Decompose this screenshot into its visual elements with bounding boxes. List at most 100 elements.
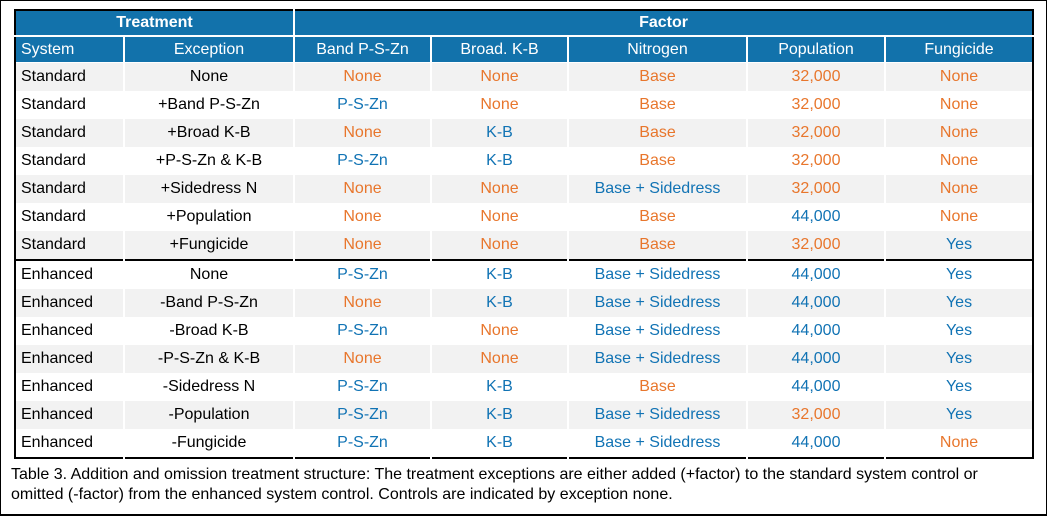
cell-exception: -Population — [123, 401, 294, 429]
col-header-band-p-s-zn: Band P-S-Zn — [293, 36, 431, 63]
column-header-row: System Exception Band P-S-Zn Broad. K-B … — [15, 36, 1034, 63]
cell-broad-k-b: K-B — [430, 119, 568, 147]
table-row: Standard +Fungicide None None Base 32,000 Yes — [15, 231, 1034, 260]
col-header-population: Population — [746, 36, 885, 63]
cell-band-p-s-zn: P-S-Zn — [293, 401, 431, 429]
cell-population: 44,000 — [746, 317, 885, 345]
table-row: Standard +Broad K-B None K-B Base 32,000 None — [15, 119, 1034, 147]
table-row: Enhanced -P-S-Zn & K-B None None Base + Side… — [15, 345, 1034, 373]
cell-band-p-s-zn: P-S-Zn — [293, 147, 431, 175]
cell-population: 44,000 — [746, 289, 885, 317]
group-header-row: Treatment Factor — [15, 10, 1034, 37]
cell-fungicide: None — [883, 62, 1034, 91]
cell-nitrogen: Base + Sidedress — [567, 401, 747, 429]
table-caption: Table 3. Addition and omission treatment… — [11, 466, 978, 503]
cell-nitrogen: Base + Sidedress — [567, 345, 747, 373]
cell-band-p-s-zn: P-S-Zn — [293, 317, 431, 345]
cell-fungicide: Yes — [883, 317, 1034, 345]
cell-broad-k-b: None — [430, 317, 568, 345]
cell-band-p-s-zn: None — [293, 203, 431, 231]
cell-system: Standard — [15, 119, 124, 147]
cell-population: 32,000 — [746, 91, 885, 119]
table-row: Enhanced -Broad K-B P-S-Zn None Base + Sided… — [15, 317, 1034, 345]
cell-broad-k-b: K-B — [430, 401, 568, 429]
table-row: Enhanced -Sidedress N P-S-Zn K-B Base 44,000 Y… — [15, 373, 1034, 401]
col-header-broad-k-b: Broad. K-B — [430, 36, 568, 63]
table-row: Standard +Band P-S-Zn P-S-Zn None Base 32,000… — [15, 91, 1034, 119]
cell-broad-k-b: None — [430, 345, 568, 373]
table-row: Enhanced -Fungicide P-S-Zn K-B Base + Sidedr… — [15, 429, 1034, 458]
cell-fungicide: None — [883, 147, 1034, 175]
cell-system: Standard — [15, 175, 124, 203]
cell-band-p-s-zn: None — [293, 345, 431, 373]
cell-exception: +Sidedress N — [123, 175, 294, 203]
cell-exception: -Broad K-B — [123, 317, 294, 345]
cell-broad-k-b: None — [430, 175, 568, 203]
cell-system: Enhanced — [15, 317, 124, 345]
cell-system: Standard — [15, 147, 124, 175]
cell-broad-k-b: None — [430, 62, 568, 91]
cell-broad-k-b: None — [430, 91, 568, 119]
table-row: Standard +P-S-Zn & K-B P-S-Zn K-B Base 32,000… — [15, 147, 1034, 175]
cell-band-p-s-zn: P-S-Zn — [293, 429, 431, 458]
cell-exception: None — [123, 62, 294, 91]
table-row: Enhanced -Band P-S-Zn None K-B Base + Sidedr… — [15, 289, 1034, 317]
cell-nitrogen: Base — [567, 91, 747, 119]
col-header-nitrogen: Nitrogen — [567, 36, 747, 63]
treatment-table: Treatment Factor System Exception Band P… — [14, 9, 1035, 459]
cell-system: Enhanced — [15, 401, 124, 429]
cell-band-p-s-zn: None — [293, 62, 431, 91]
cell-broad-k-b: K-B — [430, 259, 568, 289]
cell-exception: -Sidedress N — [123, 373, 294, 401]
cell-band-p-s-zn: P-S-Zn — [293, 373, 431, 401]
cell-fungicide: Yes — [883, 289, 1034, 317]
col-header-system: System — [15, 36, 124, 63]
cell-exception: -Band P-S-Zn — [123, 289, 294, 317]
cell-system: Standard — [15, 203, 124, 231]
cell-broad-k-b: None — [430, 203, 568, 231]
cell-exception: -P-S-Zn & K-B — [123, 345, 294, 373]
table-body: Standard None None None Base 32,000 None Standa… — [15, 62, 1034, 458]
cell-fungicide: None — [883, 429, 1034, 458]
cell-system: Enhanced — [15, 259, 124, 289]
cell-system: Standard — [15, 62, 124, 91]
cell-band-p-s-zn: None — [293, 289, 431, 317]
cell-broad-k-b: K-B — [430, 373, 568, 401]
group-header-treatment: Treatment — [15, 10, 294, 37]
cell-system: Enhanced — [15, 429, 124, 458]
cell-exception: +Population — [123, 203, 294, 231]
col-header-fungicide: Fungicide — [883, 36, 1034, 63]
cell-fungicide: Yes — [883, 231, 1034, 260]
table-row: Standard +Sidedress N None None Base + Sided… — [15, 175, 1034, 203]
cell-exception: +Fungicide — [123, 231, 294, 260]
cell-nitrogen: Base — [567, 147, 747, 175]
cell-nitrogen: Base + Sidedress — [567, 317, 747, 345]
cell-band-p-s-zn: P-S-Zn — [293, 259, 431, 289]
cell-nitrogen: Base — [567, 203, 747, 231]
cell-population: 32,000 — [746, 119, 885, 147]
cell-population: 44,000 — [746, 429, 885, 458]
cell-broad-k-b: K-B — [430, 147, 568, 175]
cell-band-p-s-zn: P-S-Zn — [293, 91, 431, 119]
cell-fungicide: None — [883, 175, 1034, 203]
cell-nitrogen: Base + Sidedress — [567, 175, 747, 203]
cell-system: Standard — [15, 91, 124, 119]
table-row: Standard None None None Base 32,000 None — [15, 62, 1034, 91]
cell-nitrogen: Base — [567, 373, 747, 401]
cell-broad-k-b: None — [430, 231, 568, 260]
cell-exception: None — [123, 259, 294, 289]
cell-fungicide: None — [883, 203, 1034, 231]
table-row: Enhanced -Population P-S-Zn K-B Base + Sided… — [15, 401, 1034, 429]
cell-population: 44,000 — [746, 373, 885, 401]
cell-band-p-s-zn: None — [293, 175, 431, 203]
cell-population: 44,000 — [746, 203, 885, 231]
cell-population: 32,000 — [746, 147, 885, 175]
cell-nitrogen: Base — [567, 119, 747, 147]
cell-nitrogen: Base + Sidedress — [567, 259, 747, 289]
cell-exception: +Band P-S-Zn — [123, 91, 294, 119]
cell-nitrogen: Base + Sidedress — [567, 429, 747, 458]
cell-system: Standard — [15, 231, 124, 260]
cell-fungicide: Yes — [883, 345, 1034, 373]
cell-nitrogen: Base — [567, 62, 747, 91]
cell-exception: +Broad K-B — [123, 119, 294, 147]
